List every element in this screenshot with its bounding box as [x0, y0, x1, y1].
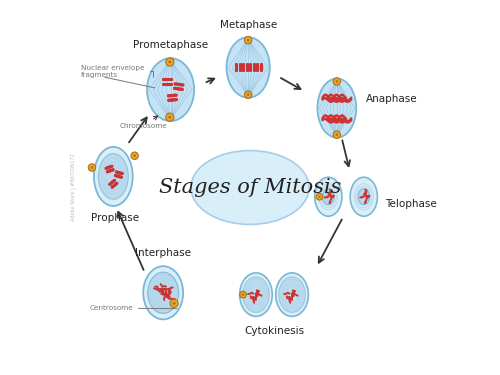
Ellipse shape — [98, 153, 128, 200]
Ellipse shape — [358, 189, 370, 205]
Circle shape — [240, 291, 246, 298]
Ellipse shape — [276, 273, 308, 316]
Circle shape — [88, 164, 96, 171]
Text: Nuclear envelope
fragments: Nuclear envelope fragments — [81, 64, 153, 78]
Text: Stages of Mitosis: Stages of Mitosis — [159, 178, 341, 197]
Circle shape — [333, 131, 340, 138]
Ellipse shape — [350, 177, 378, 216]
Ellipse shape — [318, 78, 356, 138]
Circle shape — [242, 294, 244, 296]
Circle shape — [166, 113, 174, 121]
Text: Adobe Stock | #807206172: Adobe Stock | #807206172 — [70, 154, 75, 221]
Circle shape — [247, 39, 250, 42]
Circle shape — [134, 154, 136, 157]
Circle shape — [247, 93, 250, 96]
Circle shape — [168, 116, 172, 118]
Text: Telophase: Telophase — [385, 199, 436, 209]
Circle shape — [336, 134, 338, 136]
Text: Chromosome: Chromosome — [120, 116, 168, 129]
Circle shape — [316, 194, 323, 200]
Text: Interphase: Interphase — [135, 248, 191, 258]
Ellipse shape — [322, 189, 334, 205]
Text: Cytokinesis: Cytokinesis — [244, 326, 304, 336]
Ellipse shape — [240, 273, 272, 316]
Text: Metaphase: Metaphase — [220, 21, 277, 30]
Circle shape — [168, 60, 172, 63]
Circle shape — [244, 36, 252, 44]
Text: Centrosome: Centrosome — [90, 305, 177, 311]
Text: Prophase: Prophase — [91, 213, 139, 223]
Circle shape — [166, 58, 174, 66]
Circle shape — [172, 302, 176, 305]
Circle shape — [244, 91, 252, 98]
Ellipse shape — [94, 147, 132, 206]
Circle shape — [333, 78, 340, 85]
Ellipse shape — [314, 177, 342, 216]
Text: Prometaphase: Prometaphase — [133, 40, 208, 50]
Ellipse shape — [148, 272, 178, 314]
Circle shape — [336, 80, 338, 83]
Circle shape — [318, 196, 320, 198]
Ellipse shape — [143, 266, 183, 320]
Ellipse shape — [278, 277, 305, 312]
Ellipse shape — [191, 150, 309, 225]
Circle shape — [131, 152, 138, 159]
Circle shape — [170, 299, 178, 307]
Text: Anaphase: Anaphase — [366, 94, 417, 104]
Circle shape — [90, 166, 94, 169]
Ellipse shape — [226, 37, 270, 98]
Ellipse shape — [147, 58, 194, 121]
Ellipse shape — [242, 277, 270, 312]
